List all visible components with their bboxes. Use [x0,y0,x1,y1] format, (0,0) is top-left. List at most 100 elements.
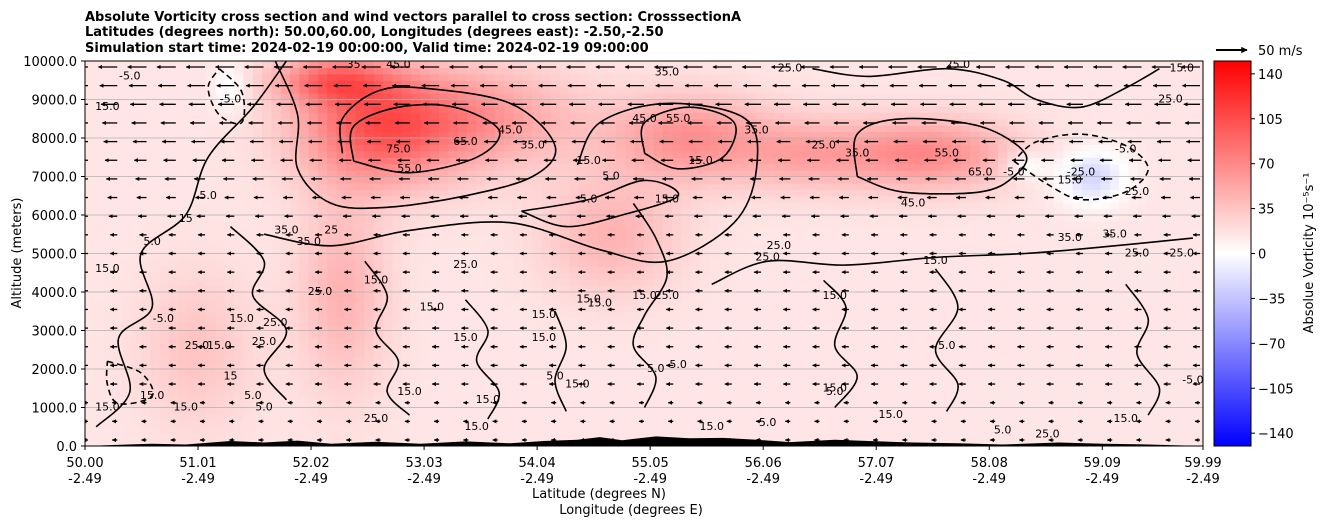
vorticity-cell [793,298,803,306]
vorticity-cell [504,381,515,389]
vorticity-cell [811,131,822,139]
vorticity-cell [671,105,682,113]
vorticity-cell [243,221,254,229]
vorticity-cell [206,279,217,287]
vorticity-cell [513,356,524,364]
vorticity-cell [168,150,179,158]
vorticity-cell [699,131,710,139]
vorticity-cell [234,413,244,421]
vorticity-cell [373,413,384,421]
vorticity-cell [774,125,785,133]
vorticity-cell [355,99,366,107]
vorticity-cell [299,381,310,389]
vorticity-cell [774,182,785,190]
vorticity-cell [699,73,710,81]
vorticity-cell [616,330,626,338]
vorticity-cell [690,80,701,88]
vorticity-cell [308,221,319,229]
vorticity-cell [541,279,552,287]
vorticity-cell [224,202,235,210]
vorticity-cell [401,388,412,396]
vorticity-cell [718,202,729,210]
vorticity-cell [644,311,654,319]
vorticity-cell [122,311,133,319]
vorticity-cell [765,208,776,216]
vorticity-cell [262,157,272,165]
vorticity-cell [289,215,300,223]
vorticity-cell [485,247,496,255]
vorticity-cell [765,330,776,338]
vorticity-cell [196,439,207,446]
vorticity-cell [168,336,179,344]
vorticity-cell [411,311,421,319]
vorticity-cell [383,272,394,280]
vorticity-cell [131,67,142,75]
vorticity-cell [494,247,505,255]
vorticity-cell [783,330,794,338]
vorticity-cell [504,356,515,364]
vorticity-cell [718,189,729,197]
vorticity-cell [541,330,552,338]
vorticity-cell [103,439,114,446]
vorticity-cell [411,247,421,255]
vorticity-cell [560,215,571,223]
vorticity-cell [699,157,710,165]
vorticity-cell [299,433,310,441]
vorticity-cell [494,375,505,383]
vorticity-cell [439,369,449,377]
vorticity-cell [336,195,347,203]
vorticity-cell [597,381,608,389]
vorticity-cell [466,304,477,312]
vorticity-cell [196,131,207,139]
vorticity-cell [85,195,95,203]
vorticity-cell [345,369,356,377]
vorticity-cell [439,304,449,312]
vorticity-cell [420,221,431,229]
vorticity-cell [457,227,468,235]
vorticity-cell [411,73,421,81]
vorticity-cell [606,330,617,338]
vorticity-cell [662,298,673,306]
vorticity-cell [625,61,636,69]
vorticity-cell [588,99,599,107]
vorticity-cell [644,317,654,325]
vorticity-cell [355,170,366,178]
vorticity-cell [634,349,645,357]
vorticity-cell [262,195,272,203]
vorticity-cell [746,144,757,152]
vorticity-cell [215,407,226,415]
vorticity-cell [112,118,123,126]
vorticity-cell [364,413,375,421]
vorticity-cell [383,433,394,441]
vorticity-cell [383,61,394,69]
vorticity-cell [308,253,319,261]
vorticity-cell [429,86,440,94]
vorticity-cell [783,195,794,203]
vorticity-cell [234,401,244,409]
vorticity-cell [122,420,133,428]
vorticity-cell [243,138,254,146]
vorticity-cell [140,73,151,81]
vorticity-cell [811,234,822,242]
vorticity-cell [448,388,459,396]
vorticity-cell [522,407,533,415]
vorticity-cell [411,317,421,325]
vorticity-cell [699,362,710,370]
vorticity-cell [727,208,738,216]
vorticity-cell [168,394,179,402]
vorticity-cell [476,336,487,344]
vorticity-cell [103,259,114,267]
vorticity-cell [606,61,617,69]
vorticity-cell [588,182,599,190]
vorticity-cell [550,247,561,255]
vorticity-cell [476,304,487,312]
vorticity-cell [411,381,421,389]
vorticity-cell [336,413,347,421]
vorticity-cell [420,189,431,197]
vorticity-cell [494,221,505,229]
vorticity-cell [830,247,841,255]
vorticity-cell [280,336,291,344]
vorticity-cell [122,150,133,158]
vorticity-cell [373,388,384,396]
vorticity-cell [718,247,729,255]
